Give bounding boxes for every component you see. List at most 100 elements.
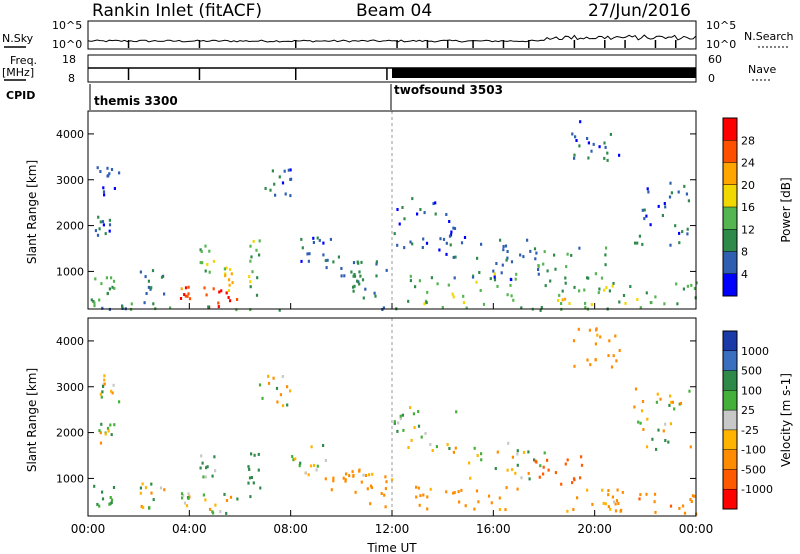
heatmap-cell [520, 476, 523, 480]
heatmap-cell [249, 244, 252, 248]
heatmap-cell [564, 276, 567, 280]
heatmap-cell [310, 445, 313, 449]
heatmap-cell [554, 471, 557, 475]
heatmap-cell [586, 276, 589, 280]
heatmap-cell [118, 171, 121, 175]
heatmap-cell [454, 255, 457, 259]
heatmap-cell [465, 306, 468, 310]
heatmap-cell [614, 334, 617, 338]
heatmap-cell [364, 474, 368, 477]
heatmap-cell [498, 508, 501, 511]
heatmap-cell [219, 510, 222, 514]
heatmap-cell [225, 266, 228, 270]
heatmap-cell [460, 241, 464, 245]
power-colorbar-segment [723, 184, 737, 208]
heatmap-cell [420, 435, 423, 439]
heatmap-cell [670, 191, 673, 195]
heatmap-cell [614, 509, 618, 513]
power-colorbar-tick-label: 20 [741, 179, 755, 192]
x-tick-label: 16:00 [476, 522, 511, 536]
heatmap-cell [460, 488, 463, 492]
heatmap-cell [463, 236, 467, 239]
y-tick-label: 2000 [56, 220, 84, 233]
heatmap-cell [187, 496, 190, 500]
freq-alternating-block [392, 68, 696, 78]
heatmap-cell [426, 507, 429, 511]
heatmap-cell [98, 504, 101, 508]
heatmap-cell [612, 354, 615, 358]
heatmap-cell [382, 306, 385, 310]
heatmap-cell [534, 257, 537, 261]
heatmap-cell [629, 285, 632, 288]
heatmap-cell [261, 396, 264, 400]
heatmap-cell [205, 293, 208, 297]
velocity-colorbar-segment [723, 429, 737, 451]
heatmap-cell [602, 501, 605, 505]
y-tick-label: 2000 [56, 427, 84, 440]
heatmap-cell [110, 276, 113, 280]
heatmap-cell [546, 269, 549, 273]
heatmap-cell [675, 282, 678, 286]
heatmap-cell [655, 400, 658, 404]
heatmap-cell [564, 281, 567, 285]
heatmap-cell [224, 272, 227, 276]
heatmap-cell [573, 285, 576, 289]
heatmap-cell [169, 306, 172, 310]
heatmap-cell [139, 486, 142, 490]
velocity-colorbar-tick-label: -100 [741, 444, 766, 457]
heatmap-cell [618, 300, 621, 304]
heatmap-cell [538, 475, 541, 479]
heatmap-cell [682, 287, 685, 291]
heatmap-cell [102, 385, 105, 388]
heatmap-cell [498, 496, 501, 500]
power-colorbar-tick-label: 24 [741, 157, 755, 170]
heatmap-cell [606, 158, 609, 162]
heatmap-cell [448, 220, 451, 223]
heatmap-cell [573, 156, 576, 160]
heatmap-cell [100, 395, 103, 399]
heatmap-cell [301, 246, 304, 250]
heatmap-cell [601, 488, 604, 492]
heatmap-cell [597, 291, 600, 295]
heatmap-cell [351, 470, 354, 474]
freq-trace [88, 67, 696, 80]
heatmap-cell [93, 484, 96, 488]
heatmap-cell [352, 473, 355, 477]
heatmap-cell [519, 253, 522, 257]
heatmap-cell [609, 132, 612, 136]
heatmap-cell [94, 229, 97, 233]
heatmap-cell [402, 428, 405, 432]
heatmap-cell [412, 412, 415, 416]
heatmap-cell [407, 299, 410, 303]
heatmap-cell [578, 246, 581, 250]
heatmap-cell [606, 151, 609, 155]
time-x-ticks: 00:00 04:00 08:00 12:00 16:00 20:00 00:00 [71, 303, 713, 536]
beam-title: Beam 04 [356, 1, 432, 21]
heatmap-cell [690, 500, 693, 503]
heatmap-cell [640, 409, 644, 413]
heatmap-cell [356, 279, 359, 283]
x-tick-label: 00:00 [71, 522, 106, 536]
heatmap-cell [150, 286, 153, 290]
heatmap-cell [621, 490, 624, 494]
velocity-heatmap-cells [93, 318, 698, 516]
heatmap-cell [583, 288, 586, 292]
heatmap-cell [549, 279, 552, 283]
heatmap-cell [448, 447, 451, 450]
heatmap-cell [403, 246, 406, 250]
heatmap-cell [352, 261, 356, 265]
freq-tick-left-bottom: 8 [68, 72, 75, 85]
heatmap-cell [229, 495, 233, 499]
heatmap-cell [480, 458, 483, 462]
heatmap-cell [566, 252, 569, 256]
heatmap-cell [324, 259, 327, 263]
heatmap-cell [96, 233, 100, 237]
y-tick-label: 4000 [56, 335, 84, 348]
heatmap-cell [669, 422, 672, 426]
heatmap-cell [603, 288, 606, 292]
heatmap-cell [187, 492, 190, 496]
heatmap-cell [111, 285, 114, 289]
heatmap-cell [107, 429, 110, 433]
heatmap-cell [316, 236, 319, 240]
heatmap-cell [200, 250, 203, 253]
